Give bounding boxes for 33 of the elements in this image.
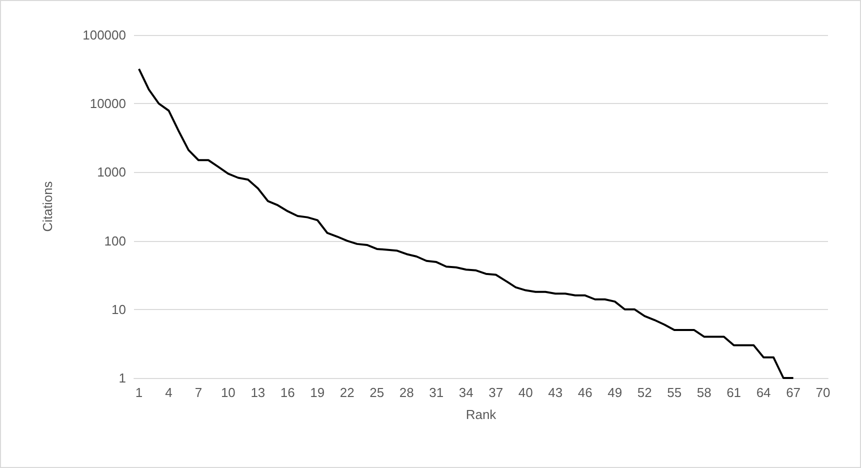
x-tick-label: 28 bbox=[399, 385, 414, 400]
x-tick-label: 67 bbox=[786, 385, 801, 400]
y-axis-title: Citations bbox=[40, 180, 55, 232]
y-tick-label: 1000 bbox=[97, 164, 126, 180]
x-tick-label: 58 bbox=[696, 385, 712, 400]
line-series bbox=[138, 68, 794, 379]
x-tick-label: 22 bbox=[340, 385, 354, 400]
x-tick-label: 4 bbox=[165, 385, 172, 400]
x-tick-label: 25 bbox=[370, 385, 384, 400]
y-tick-label: 1 bbox=[118, 370, 126, 386]
x-tick-label: 7 bbox=[194, 385, 202, 400]
y-tick-label: 10 bbox=[112, 302, 126, 317]
x-tick-label: 55 bbox=[667, 385, 682, 400]
x-tick-label: 61 bbox=[726, 385, 742, 400]
x-tick-label: 13 bbox=[250, 385, 266, 400]
y-tick-label: 10000 bbox=[90, 96, 126, 112]
x-tick-label: 64 bbox=[756, 385, 771, 400]
x-tick-label: 16 bbox=[280, 385, 295, 400]
x-tick-label: 49 bbox=[608, 385, 622, 400]
x-tick-label: 46 bbox=[578, 385, 592, 400]
x-tick-label: 1 bbox=[135, 385, 143, 400]
x-tick-label: 52 bbox=[637, 385, 652, 400]
x-tick-label: 31 bbox=[429, 385, 444, 400]
y-tick-label: 100000 bbox=[82, 28, 126, 42]
x-tick-label: 37 bbox=[488, 385, 504, 400]
x-tick-label: 10 bbox=[220, 385, 236, 400]
x-tick-label: 70 bbox=[816, 385, 830, 400]
x-tick-label: 34 bbox=[458, 385, 474, 400]
x-tick-label: 40 bbox=[518, 385, 533, 400]
y-tick-label: 100 bbox=[104, 233, 126, 248]
x-axis-title: Rank bbox=[466, 407, 497, 422]
x-tick-label: 43 bbox=[548, 385, 563, 400]
x-tick-label: 19 bbox=[310, 385, 325, 400]
